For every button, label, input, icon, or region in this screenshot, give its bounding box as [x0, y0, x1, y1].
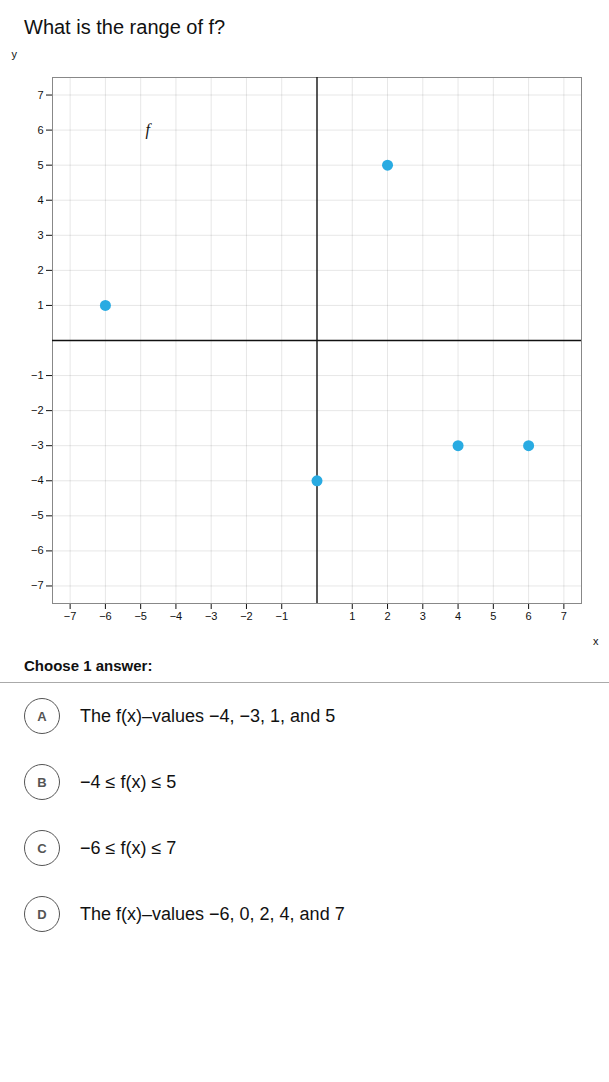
- html-text:A: A: [37, 708, 47, 724]
- svg-text:−1: −1: [31, 369, 44, 381]
- html-text:What is the range of f?: What is the range of f?: [24, 16, 226, 38]
- svg-text:4: 4: [455, 610, 461, 622]
- svg-text:3: 3: [420, 610, 426, 622]
- svg-text:7: 7: [561, 610, 567, 622]
- svg-text:f: f: [145, 121, 152, 139]
- svg-text:6: 6: [37, 124, 43, 136]
- svg-text:−1: −1: [275, 610, 288, 622]
- svg-text:y: y: [12, 48, 18, 60]
- svg-text:−4: −4: [31, 474, 44, 486]
- svg-text:1: 1: [37, 299, 43, 311]
- svg-text:−6: −6: [31, 544, 44, 556]
- html-text:−4 ≤ f(x) ≤ 5: −4 ≤ f(x) ≤ 5: [80, 771, 177, 792]
- html-text:B: B: [37, 774, 47, 790]
- svg-text:−3: −3: [205, 610, 218, 622]
- svg-text:4: 4: [37, 194, 43, 206]
- html-text:−6 ≤ f(x) ≤ 7: −6 ≤ f(x) ≤ 7: [80, 837, 177, 858]
- html-text:The f(x)–values −4, −3, 1, and: The f(x)–values −4, −3, 1, and 5: [80, 705, 336, 726]
- svg-text:5: 5: [37, 159, 43, 171]
- svg-text:−4: −4: [170, 610, 183, 622]
- svg-text:−5: −5: [31, 509, 44, 521]
- svg-text:x: x: [593, 635, 599, 647]
- svg-text:−7: −7: [64, 610, 77, 622]
- html-text:C: C: [37, 840, 47, 856]
- html-text:The f(x)–values −6, 0, 2, 4, a: The f(x)–values −6, 0, 2, 4, and 7: [80, 903, 345, 924]
- svg-text:1: 1: [349, 610, 355, 622]
- svg-text:−2: −2: [240, 610, 253, 622]
- html-text:Choose 1 answer:: Choose 1 answer:: [24, 657, 153, 674]
- svg-text:7: 7: [37, 89, 43, 101]
- svg-text:−6: −6: [99, 610, 112, 622]
- svg-text:5: 5: [490, 610, 496, 622]
- svg-text:−5: −5: [134, 610, 147, 622]
- svg-text:−7: −7: [31, 579, 44, 591]
- svg-text:−2: −2: [31, 404, 44, 416]
- svg-text:3: 3: [37, 229, 43, 241]
- svg-text:6: 6: [526, 610, 532, 622]
- svg-text:2: 2: [384, 610, 390, 622]
- html-text:D: D: [37, 906, 47, 922]
- svg-text:2: 2: [37, 264, 43, 276]
- svg-text:−3: −3: [31, 439, 44, 451]
